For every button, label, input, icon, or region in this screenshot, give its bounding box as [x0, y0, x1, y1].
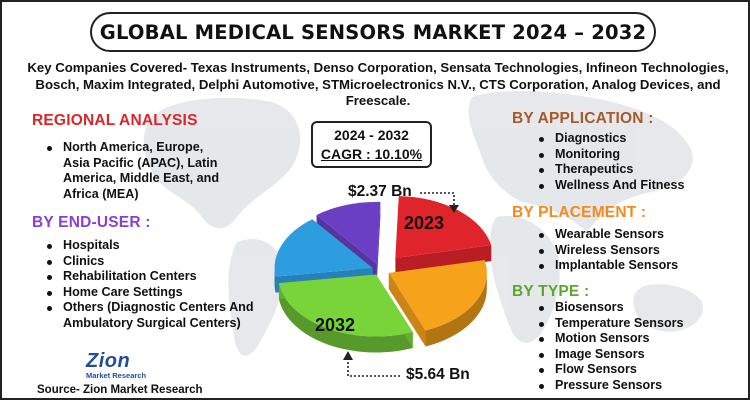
end-user-item: Home Care Settings — [44, 285, 254, 301]
regional-analysis-heading: REGIONAL ANALYSIS — [32, 112, 198, 129]
value-2032: $5.64 Bn — [406, 366, 470, 383]
type-heading: BY TYPE : — [512, 283, 590, 300]
application-item: Monitoring — [536, 147, 684, 163]
placement-item: Wireless Sensors — [536, 243, 678, 259]
type-item: Pressure Sensors — [536, 378, 684, 394]
regional-item-continued: America, Middle East, and — [63, 171, 220, 185]
cagr-value: CAGR : 10.10% — [320, 146, 423, 162]
key-companies-text: Key Companies Covered- Texas Instruments… — [27, 60, 729, 108]
application-item: Wellness And Fitness — [536, 178, 684, 194]
zion-logo: Zion Market Research — [80, 350, 160, 384]
logo-wordmark: Zion — [86, 350, 131, 372]
end-user-item: Others (Diagnostic Centers And — [44, 300, 254, 316]
slice-green — [278, 274, 413, 353]
placement-list: Wearable Sensors Wireless Sensors Implan… — [536, 227, 678, 274]
end-user-list: Hospitals Clinics Rehabilitation Centers… — [44, 238, 254, 331]
type-item: Temperature Sensors — [536, 316, 684, 332]
year-2032-label: 2032 — [315, 315, 356, 335]
end-user-item: Rehabilitation Centers — [44, 269, 254, 285]
logo-subtitle: Market Research — [86, 371, 147, 380]
application-item: Therapeutics — [536, 162, 684, 178]
placement-item: Wearable Sensors — [536, 227, 678, 243]
regional-item: North America, Europe, — [44, 140, 219, 156]
forecast-period: 2024 - 2032 — [334, 127, 409, 143]
application-list: Diagnostics Monitoring Therapeutics Well… — [536, 131, 684, 193]
end-user-heading: BY END-USER : — [32, 214, 151, 231]
type-list: Biosensors Temperature Sensors Motion Se… — [536, 300, 684, 393]
year-2023-label: 2023 — [404, 213, 445, 233]
page-title: GLOBAL MEDICAL SENSORS MARKET 2024 – 203… — [90, 12, 656, 52]
source-text: Source- Zion Market Research — [37, 384, 203, 396]
regional-item-continued: Asia Pacific (APAC), Latin — [63, 155, 218, 170]
cagr-box: 2024 - 2032 CAGR : 10.10% — [311, 121, 432, 168]
end-user-item: Hospitals — [44, 238, 254, 254]
type-item: Motion Sensors — [536, 331, 684, 347]
arrow-head-2032 — [343, 351, 353, 360]
arrow-head-2023 — [449, 205, 459, 213]
type-item: Image Sensors — [536, 347, 684, 363]
slice-red — [395, 196, 492, 275]
end-user-item-continued: Ambulatory Surgical Centers) — [63, 315, 241, 330]
regional-list: North America, Europe, Asia Pacific (APA… — [44, 140, 219, 202]
placement-item: Implantable Sensors — [536, 258, 678, 274]
type-item: Biosensors — [536, 300, 684, 316]
type-item: Flow Sensors — [536, 362, 684, 378]
callout-arrow-2023 — [420, 192, 455, 207]
placement-heading: BY PLACEMENT : — [512, 204, 647, 221]
application-heading: BY APPLICATION : — [512, 110, 654, 127]
end-user-item: Clinics — [44, 254, 254, 270]
callout-arrow-2032 — [347, 358, 402, 377]
application-item: Diagnostics — [536, 131, 684, 147]
regional-item-continued: Africa (MEA) — [63, 186, 139, 201]
value-2023: $2.37 Bn — [348, 183, 412, 200]
slice-orange — [388, 260, 487, 347]
